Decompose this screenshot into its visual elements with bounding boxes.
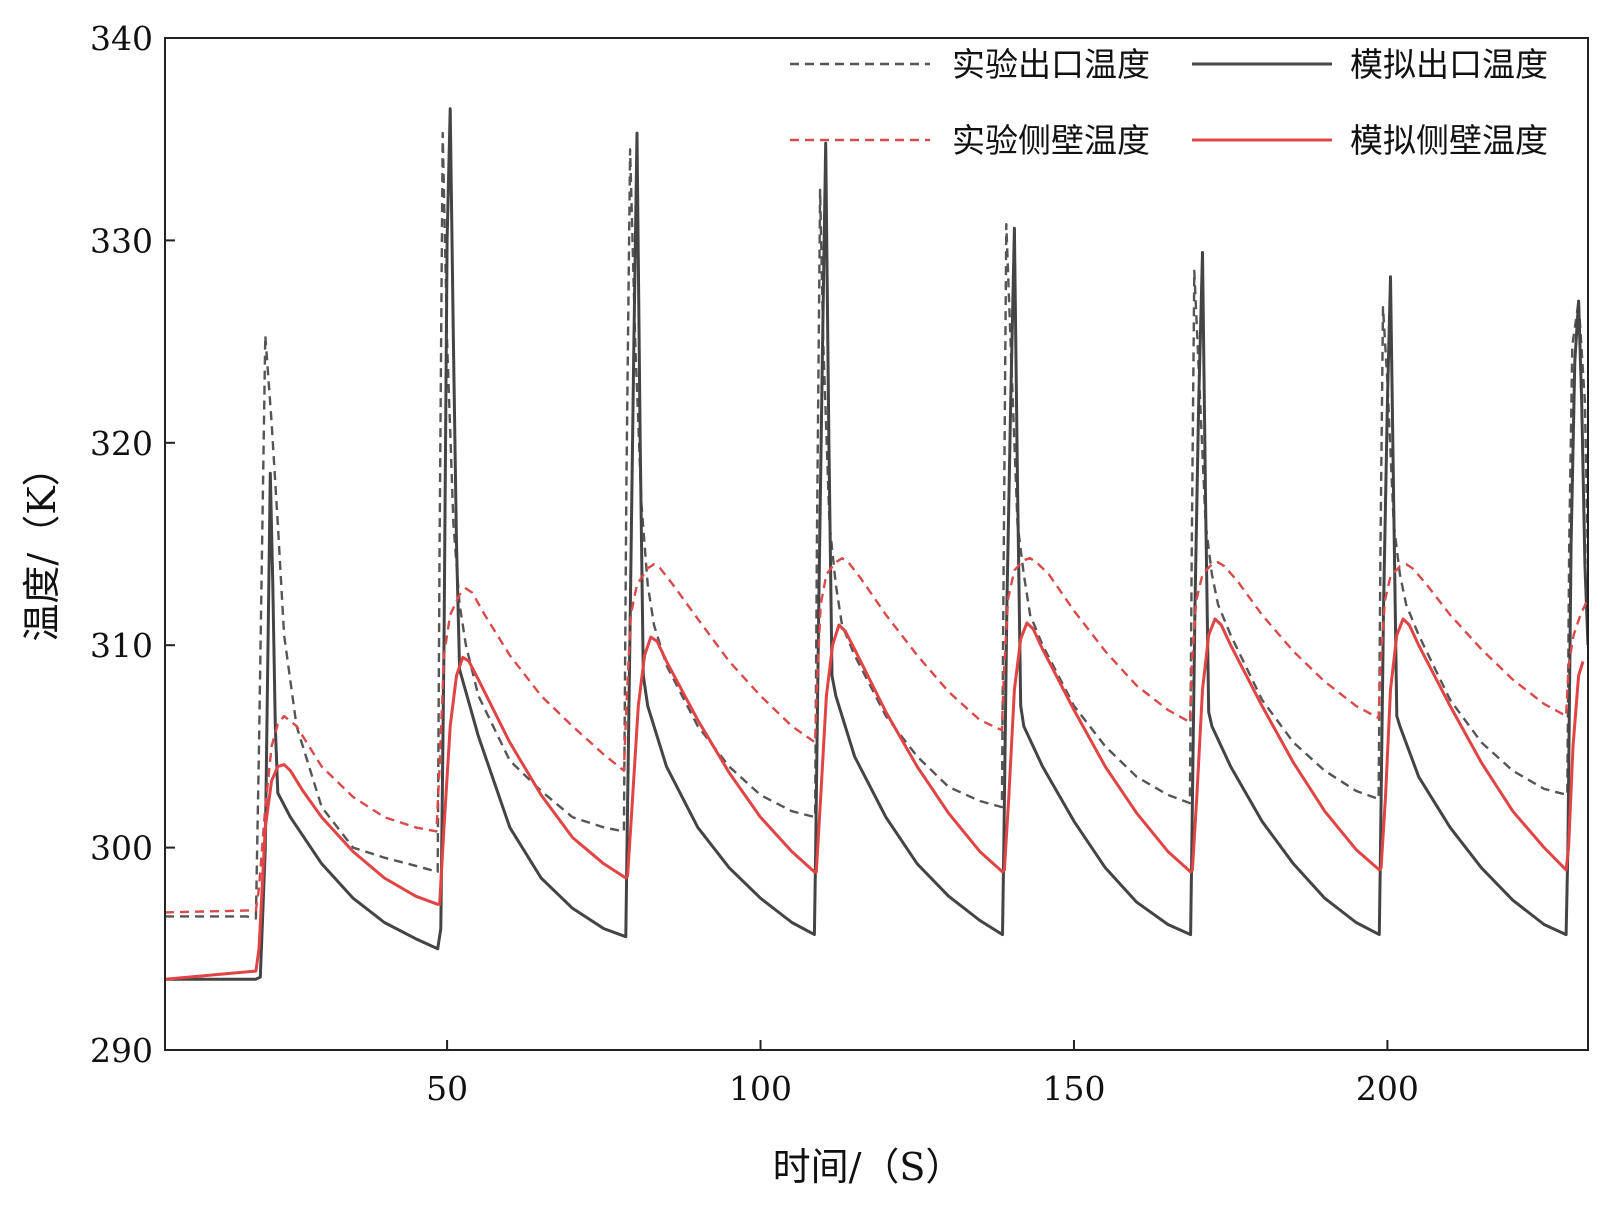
y-tick-label: 300	[90, 829, 153, 868]
y-tick-label: 340	[90, 19, 153, 58]
series-line-1	[165, 131, 1588, 920]
x-tick-label: 50	[426, 1069, 468, 1108]
legend-label-3: 实验侧壁温度	[952, 121, 1150, 160]
plot-frame	[164, 37, 1589, 1051]
series-line-2	[165, 107, 1588, 981]
series-lines-layer	[165, 107, 1588, 981]
y-tick-label: 330	[90, 221, 153, 260]
y-tick-label: 310	[90, 626, 153, 665]
y-axis-title: 温度/（K）	[20, 448, 64, 641]
y-tick-label: 290	[90, 1031, 153, 1070]
x-tick-label: 100	[729, 1069, 792, 1108]
legend-label-1: 实验出口温度	[952, 45, 1150, 84]
series-line-3	[165, 557, 1588, 914]
x-tick-label: 150	[1042, 1069, 1105, 1108]
axes-layer: 50 100 150 200 290 300 310 320 330 340	[90, 19, 1589, 1108]
legend-label-4: 模拟侧壁温度	[1350, 121, 1548, 160]
series-line-4	[165, 617, 1585, 981]
x-tick-label: 200	[1356, 1069, 1419, 1108]
x-axis-title: 时间/（S）	[773, 1145, 964, 1189]
legend-label-2: 模拟出口温度	[1350, 45, 1548, 84]
y-tick-label: 320	[90, 424, 153, 463]
